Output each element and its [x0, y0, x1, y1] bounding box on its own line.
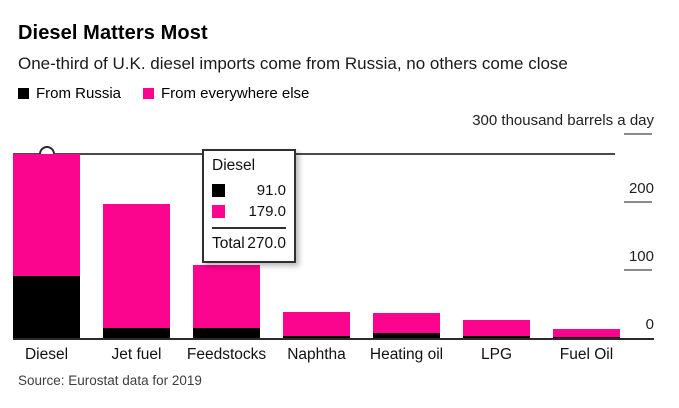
tooltip-total-label: Total — [212, 235, 245, 252]
chart-subtitle: One-third of U.K. diesel imports come fr… — [18, 54, 568, 73]
bar-heating-oil-russia-segment — [373, 333, 440, 338]
bar-jet-fuel[interactable] — [103, 204, 170, 338]
bar-naphtha[interactable] — [283, 312, 350, 338]
tooltip-value-everywhere-else: 179.0 — [248, 203, 286, 220]
tooltip-title: Diesel — [212, 157, 256, 174]
tooltip-divider — [212, 227, 286, 229]
x-axis-baseline — [13, 338, 654, 340]
bar-diesel-russia-segment — [13, 276, 80, 338]
chart-plot-area: 300 thousand barrels a day 200 100 0 Diesel J… — [0, 103, 679, 368]
tooltip-row-russia: 91.0 — [212, 182, 286, 199]
x-label-naphtha: Naphtha — [287, 346, 346, 363]
bar-jet-fuel-everywhere-else-segment — [103, 204, 170, 328]
x-label-jet-fuel: Jet fuel — [111, 346, 162, 363]
bar-fuel-oil-everywhere-else-segment — [553, 329, 620, 337]
hover-crosshair-line — [13, 153, 615, 155]
tooltip-total-value: 270.0 — [247, 235, 286, 252]
chart-title: Diesel Matters Most — [18, 22, 208, 44]
x-label-heating-oil: Heating oil — [369, 346, 444, 363]
legend-item-from-everywhere-else: From everywhere else — [143, 85, 309, 102]
bar-naphtha-russia-segment — [283, 336, 350, 338]
x-label-diesel: Diesel — [24, 346, 69, 363]
bar-jet-fuel-russia-segment — [103, 328, 170, 338]
y-tick-100 — [624, 268, 652, 271]
x-label-feedstocks: Feedstocks — [186, 346, 267, 363]
tooltip-swatch-russia-icon — [212, 184, 225, 197]
y-tick-label-300: 300 thousand barrels a day — [472, 111, 654, 129]
tooltip-row-everywhere-else: 179.0 — [212, 203, 286, 220]
bar-heating-oil[interactable] — [373, 313, 440, 338]
legend-swatch-russia-icon — [18, 88, 29, 99]
bar-lpg[interactable] — [463, 320, 530, 338]
y-tick-label-0: 0 — [645, 316, 654, 333]
y-tick-200 — [624, 200, 652, 203]
bar-lpg-everywhere-else-segment — [463, 320, 530, 336]
x-label-lpg: LPG — [480, 346, 513, 363]
bar-heating-oil-everywhere-else-segment — [373, 313, 440, 333]
legend-label-from-russia: From Russia — [36, 85, 122, 102]
bar-fuel-oil[interactable] — [553, 329, 620, 338]
tooltip-value-russia: 91.0 — [256, 182, 286, 199]
bar-diesel[interactable] — [13, 154, 80, 338]
bar-lpg-russia-segment — [463, 336, 530, 338]
bar-naphtha-everywhere-else-segment — [283, 312, 350, 336]
y-tick-label-200: 200 — [628, 179, 654, 197]
bar-fuel-oil-russia-segment — [553, 337, 620, 338]
tooltip-total-row: Total 270.0 — [212, 229, 286, 253]
bar-diesel-everywhere-else-segment — [13, 154, 80, 276]
legend-swatch-everywhere-else-icon — [143, 88, 155, 99]
tooltip-swatch-everywhere-else-icon — [212, 205, 225, 218]
tooltip: Diesel 91.0 179.0 Total 270.0 — [202, 149, 296, 263]
bar-feedstocks[interactable] — [193, 265, 260, 338]
y-tick-300 — [624, 132, 652, 135]
legend: From Russia From everywhere else — [18, 85, 309, 102]
source-note: Source: Eurostat data for 2019 — [18, 373, 202, 388]
bar-feedstocks-russia-segment — [193, 328, 260, 338]
legend-label-from-everywhere-else: From everywhere else — [161, 85, 310, 102]
bar-feedstocks-everywhere-else-segment — [193, 265, 260, 328]
y-tick-label-100: 100 — [628, 247, 654, 265]
legend-item-from-russia: From Russia — [18, 85, 121, 102]
x-label-fuel-oil: Fuel Oil — [559, 346, 614, 363]
